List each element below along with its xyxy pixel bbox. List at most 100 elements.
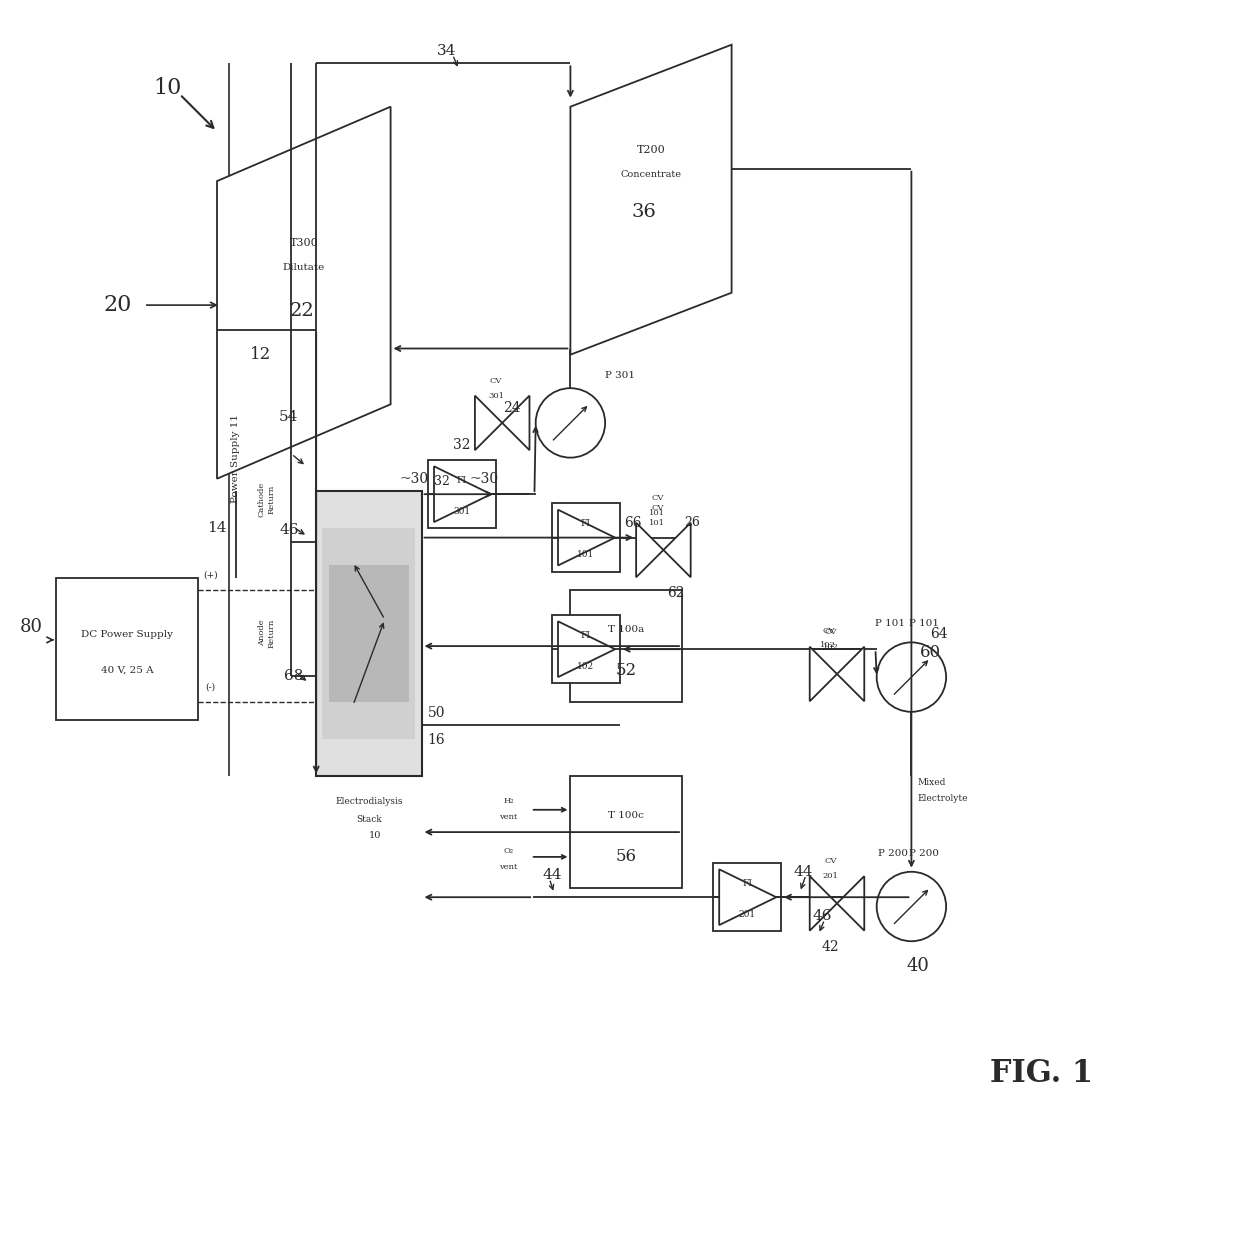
Text: CV: CV [825, 628, 837, 636]
Bar [322, 528, 415, 739]
Text: CV: CV [651, 494, 663, 502]
Text: 10: 10 [370, 831, 381, 841]
Text: 20: 20 [104, 294, 131, 316]
Text: 301: 301 [489, 392, 503, 399]
Text: 14: 14 [207, 521, 227, 536]
Text: FI: FI [580, 520, 591, 528]
Text: 42: 42 [822, 940, 839, 954]
Text: T 100a: T 100a [608, 625, 645, 634]
Polygon shape [636, 523, 663, 577]
Text: 24: 24 [503, 402, 521, 415]
Text: ~30: ~30 [469, 472, 498, 487]
Text: 44: 44 [794, 866, 813, 880]
Bar [316, 491, 422, 777]
Polygon shape [558, 621, 615, 678]
Text: Electrolyte: Electrolyte [918, 794, 968, 803]
Text: 201: 201 [739, 910, 755, 919]
Polygon shape [837, 876, 864, 931]
Text: 36: 36 [631, 203, 656, 221]
Text: Concentrate: Concentrate [620, 171, 682, 179]
Text: 102: 102 [578, 661, 594, 670]
Text: vent: vent [500, 863, 517, 871]
Text: 64: 64 [930, 628, 947, 641]
Text: CV: CV [490, 376, 502, 385]
Text: vent: vent [500, 813, 517, 821]
Polygon shape [434, 467, 491, 522]
Text: CV: CV [651, 503, 663, 512]
Text: P 200: P 200 [878, 848, 908, 857]
Circle shape [536, 388, 605, 458]
Text: Stack: Stack [356, 816, 382, 825]
Text: DC Power Supply: DC Power Supply [81, 630, 174, 640]
Polygon shape [719, 870, 776, 925]
Text: 102: 102 [821, 641, 836, 650]
Text: 101: 101 [650, 518, 665, 527]
Text: 40 V, 25 A: 40 V, 25 A [100, 666, 154, 675]
Bar [570, 590, 682, 702]
Text: FI: FI [456, 476, 467, 486]
Text: 46: 46 [279, 523, 299, 537]
Text: 54: 54 [279, 409, 299, 424]
Text: 301: 301 [454, 507, 470, 516]
Text: P 301: P 301 [605, 371, 635, 380]
Text: 56: 56 [616, 848, 636, 865]
Text: 66: 66 [624, 516, 641, 530]
Bar [329, 566, 409, 702]
Text: (+): (+) [203, 571, 218, 580]
Text: 40: 40 [906, 958, 929, 975]
Polygon shape [502, 395, 529, 451]
Text: 16: 16 [428, 733, 445, 747]
Text: 46: 46 [812, 909, 832, 922]
Polygon shape [217, 107, 391, 478]
Text: P 101: P 101 [875, 619, 905, 629]
Polygon shape [475, 395, 502, 451]
Text: T 100c: T 100c [609, 811, 644, 820]
Text: 201: 201 [823, 872, 838, 880]
Text: Cathode
Return: Cathode Return [258, 482, 275, 517]
Text: CV: CV [825, 857, 837, 865]
Text: T300: T300 [289, 238, 319, 248]
Bar [713, 863, 781, 931]
Text: 22: 22 [290, 302, 315, 320]
Polygon shape [810, 876, 837, 931]
Polygon shape [558, 510, 615, 566]
Text: Power Supply 11: Power Supply 11 [231, 414, 241, 503]
Text: FI: FI [742, 878, 753, 889]
Polygon shape [837, 646, 864, 702]
Text: CV: CV [822, 626, 835, 635]
Text: 32: 32 [453, 438, 471, 452]
Text: T200: T200 [636, 146, 666, 156]
Polygon shape [570, 45, 732, 355]
Bar [552, 503, 620, 572]
Text: 62: 62 [667, 586, 684, 600]
Text: ~30: ~30 [399, 472, 429, 487]
Bar [552, 615, 620, 683]
Text: 32: 32 [434, 476, 450, 488]
Text: (-): (-) [206, 683, 216, 692]
Text: 34: 34 [436, 44, 456, 58]
Text: 50: 50 [428, 705, 445, 719]
Bar [56, 577, 198, 720]
Bar [428, 461, 496, 528]
Text: 101: 101 [578, 550, 594, 560]
Text: 10: 10 [154, 77, 181, 99]
Circle shape [877, 643, 946, 712]
Text: Anode
Return: Anode Return [258, 619, 275, 648]
Polygon shape [810, 646, 837, 702]
Text: 60: 60 [919, 644, 941, 661]
Text: Dilutate: Dilutate [283, 264, 325, 272]
Text: Electrodialysis: Electrodialysis [335, 797, 403, 806]
Text: 44: 44 [542, 868, 562, 882]
Text: Mixed: Mixed [918, 778, 946, 787]
Text: 12: 12 [249, 346, 272, 363]
Text: 101: 101 [650, 508, 665, 517]
Bar [570, 777, 682, 887]
Text: 26: 26 [684, 516, 699, 530]
Text: H₂: H₂ [503, 797, 513, 806]
Text: P 200: P 200 [909, 848, 939, 857]
Text: FI: FI [580, 631, 591, 640]
Text: FIG. 1: FIG. 1 [990, 1058, 1094, 1089]
Polygon shape [663, 523, 691, 577]
Text: O₂: O₂ [503, 847, 513, 855]
Text: 68: 68 [284, 669, 304, 684]
